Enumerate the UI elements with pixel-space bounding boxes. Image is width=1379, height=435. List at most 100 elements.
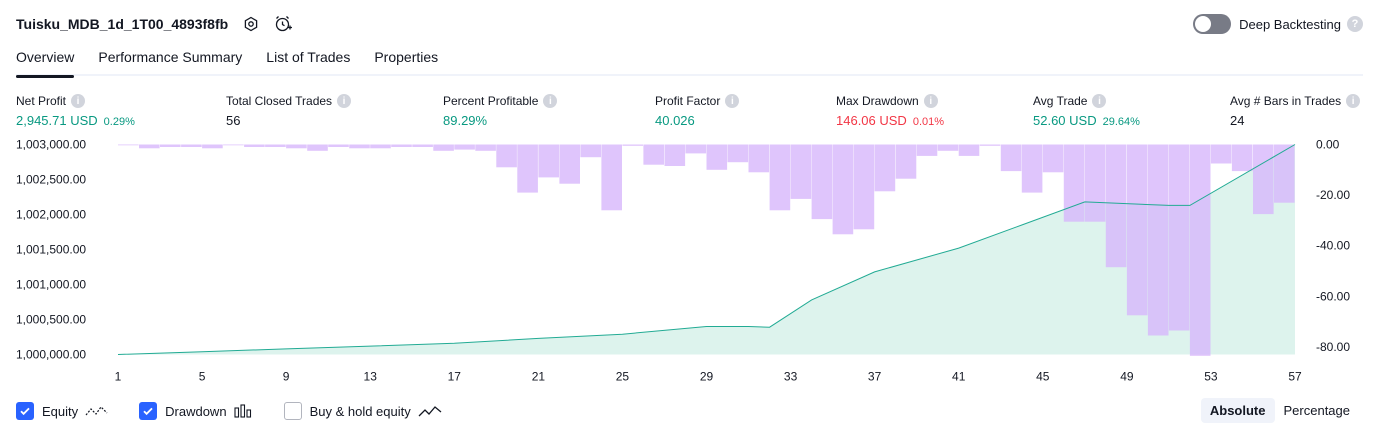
drawdown-bar: [181, 144, 202, 147]
settings-icon[interactable]: [242, 15, 260, 33]
info-icon[interactable]: i: [725, 94, 740, 108]
drawdown-bar: [748, 144, 770, 173]
drawdown-bar: [811, 144, 833, 220]
deep-backtesting-toggle[interactable]: [1193, 14, 1232, 34]
deep-backtesting-control: Deep Backtesting ?: [1193, 12, 1363, 36]
drawdown-bar: [1042, 144, 1064, 173]
tab-overview[interactable]: Overview: [16, 46, 75, 78]
drawdown-bar: [538, 144, 559, 178]
tab-performance-summary[interactable]: Performance Summary: [98, 49, 243, 65]
x-axis-tick: 41: [952, 370, 966, 384]
drawdown-bar: [1210, 144, 1232, 164]
x-axis-tick: 17: [448, 370, 462, 384]
drawdown-bar: [580, 144, 601, 158]
drawdown-bar: [979, 144, 1001, 146]
info-icon[interactable]: i: [543, 94, 558, 108]
stat-value: 146.06 USD: [836, 113, 907, 128]
stat-label: Total Closed Trades: [226, 94, 333, 108]
legend-drawdown[interactable]: Drawdown: [139, 402, 253, 420]
drawdown-bar: [706, 144, 728, 170]
report-header: Tuisku_MDB_1d_1T00_4893f8fb Deep Backtes…: [16, 12, 1363, 36]
drawdown-bar: [370, 144, 391, 149]
drawdown-bar: [1147, 144, 1169, 336]
equity-drawdown-chart[interactable]: 1,003,000.00 1,002,500.00 1,002,000.00 1,00…: [0, 136, 1379, 388]
right-axis-tick: -40.00: [1316, 239, 1350, 253]
drawdown-bar: [727, 144, 749, 163]
right-axis-tick: -60.00: [1316, 289, 1350, 303]
drawdown-bar: [412, 144, 433, 147]
tab-list-of-trades[interactable]: List of Trades: [266, 49, 351, 65]
drawdown-bar: [895, 144, 917, 179]
drawdown-bar: [937, 144, 959, 151]
x-axis-tick: 25: [616, 370, 630, 384]
drawdown-bar: [307, 144, 328, 151]
buy-hold-line-icon: [418, 404, 442, 418]
drawdown-bar: [832, 144, 854, 235]
drawdown-bar: [118, 144, 139, 146]
drawdown-bar: [1021, 144, 1043, 193]
info-icon[interactable]: i: [71, 94, 86, 108]
drawdown-bar: [517, 144, 538, 193]
stat-profit-factor: Profit Factor i 40.026: [655, 94, 740, 128]
legend-label: Buy & hold equity: [309, 403, 411, 419]
right-axis-tick: -20.00: [1316, 188, 1350, 202]
drawdown-bar: [1253, 144, 1274, 215]
legend-equity[interactable]: Equity: [16, 402, 109, 420]
drawdown-bar: [958, 144, 980, 156]
stat-label: Max Drawdown: [836, 94, 919, 108]
equity-checkbox[interactable]: [16, 402, 34, 420]
drawdown-bar: [349, 144, 370, 149]
absolute-button[interactable]: Absolute: [1200, 398, 1275, 423]
add-alert-icon[interactable]: [274, 15, 293, 33]
stat-value: 40.026: [655, 113, 695, 128]
x-axis-tick: 37: [868, 370, 882, 384]
drawdown-checkbox[interactable]: [139, 402, 158, 420]
x-axis-tick: 5: [199, 370, 206, 384]
help-icon[interactable]: ?: [1347, 16, 1363, 32]
left-axis-tick: 1,003,000.00: [16, 138, 86, 152]
stat-avg-trade: Avg Trade i 52.60 USD 29.64%: [1033, 94, 1140, 128]
toggle-knob: [1195, 16, 1212, 32]
drawdown-bar: [223, 144, 244, 146]
drawdown-bar: [1274, 144, 1295, 203]
drawdown-bar: [433, 144, 454, 151]
info-icon[interactable]: i: [1092, 94, 1107, 108]
drawdown-bar: [328, 144, 349, 147]
percentage-button[interactable]: Percentage: [1283, 403, 1351, 418]
stat-value: 89.29%: [443, 113, 488, 128]
drawdown-bar: [475, 144, 496, 151]
drawdown-bar: [790, 144, 812, 199]
stat-net-profit: Net Profit i 2,945.71 USD 0.29%: [16, 94, 135, 128]
chart-legend: Equity Drawdown Buy & hold equity: [16, 400, 472, 422]
stat-sub-value: 0.29%: [103, 116, 135, 128]
legend-buy-hold[interactable]: Buy & hold equity: [283, 402, 442, 420]
left-axis-tick: 1,001,000.00: [16, 278, 86, 292]
stat-value: 52.60 USD: [1033, 113, 1097, 128]
x-axis-tick: 29: [700, 370, 714, 384]
drawdown-bar: [622, 144, 643, 146]
drawdown-bar: [853, 144, 875, 230]
info-icon[interactable]: i: [1346, 94, 1361, 108]
drawdown-bar: [160, 144, 181, 147]
stat-value: 56: [226, 113, 241, 128]
drawdown-bar: [286, 144, 307, 149]
tab-properties[interactable]: Properties: [374, 49, 439, 65]
drawdown-bar: [1084, 144, 1106, 222]
left-axis-tick: 1,002,000.00: [16, 208, 86, 222]
drawdown-bar: [769, 144, 791, 211]
strategy-title: Tuisku_MDB_1d_1T00_4893f8fb: [16, 16, 229, 32]
stat-label: Avg # Bars in Trades: [1230, 94, 1342, 108]
stat-percent-profitable: Percent Profitable i 89.29%: [443, 94, 558, 128]
info-icon[interactable]: i: [337, 94, 352, 108]
equity-area: [118, 144, 1295, 355]
drawdown-bars-icon: [234, 404, 254, 418]
equity-line-icon: [85, 404, 109, 418]
drawdown-bar: [1168, 144, 1190, 331]
x-axis-tick: 53: [1204, 370, 1218, 384]
info-icon[interactable]: i: [923, 94, 938, 108]
drawdown-bar: [1189, 144, 1211, 356]
buy-hold-checkbox[interactable]: [283, 402, 302, 420]
stat-label: Percent Profitable: [443, 94, 539, 108]
left-axis-tick: 1,002,500.00: [16, 173, 86, 187]
left-axis-tick: 1,000,500.00: [16, 313, 86, 327]
